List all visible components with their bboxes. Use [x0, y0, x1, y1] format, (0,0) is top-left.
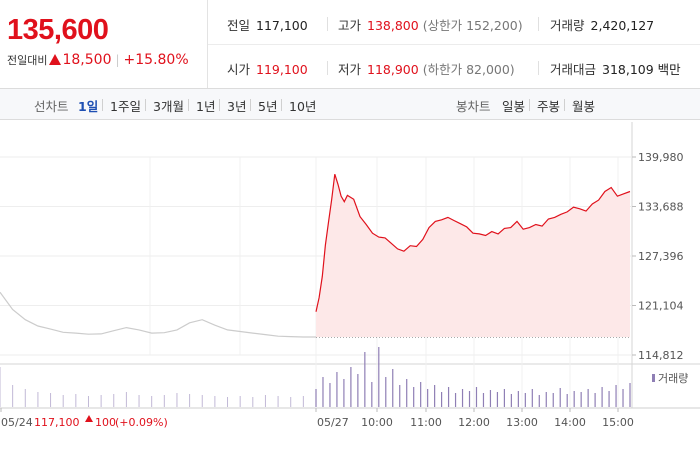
stat-trade-value: 거래대금 318,109 백만 [550, 59, 681, 78]
volume-legend-label: 거래량 [658, 372, 688, 385]
stat-separator [327, 17, 328, 31]
tab-weekly-candle[interactable]: 주봉 [537, 99, 561, 114]
y-tick-label: 127,396 [638, 250, 684, 263]
stat-value: 318,109 백만 [602, 62, 681, 77]
tab-3m[interactable]: 3개월 [153, 99, 184, 114]
stat-value: 119,100 [256, 62, 308, 77]
stat-separator [538, 17, 539, 31]
x-tick-label: 05/27 [317, 416, 349, 429]
tab-separator [188, 99, 189, 111]
current-price: 135,600 [7, 14, 109, 46]
change-value: 18,500 [62, 52, 112, 68]
stat-label: 저가 [338, 62, 362, 77]
tab-separator [219, 99, 220, 111]
series-line-today [315, 174, 631, 312]
stat-label: 거래량 [550, 18, 585, 33]
stat-label: 고가 [338, 18, 362, 33]
prev-day-up-triangle-icon [85, 415, 93, 422]
series-line-prev-day [0, 291, 316, 338]
line-chart-label: 선차트 [34, 99, 69, 114]
tab-10y[interactable]: 10년 [289, 99, 317, 114]
stat-high: 고가 138,800 (상한가 152,200) [338, 15, 523, 34]
prev-day-change: 100 [95, 416, 116, 429]
y-tick-label: 114,812 [638, 349, 684, 362]
x-tick-label: 10:00 [361, 416, 393, 429]
stat-value: 118,900 [367, 62, 419, 77]
stat-volume: 거래량 2,420,127 [550, 15, 654, 34]
stat-separator [538, 61, 539, 75]
x-tick-label: 11:00 [410, 416, 442, 429]
change-row: 전일대비 18,500 | +15.80% [7, 52, 189, 68]
tab-1w[interactable]: 1주일 [110, 99, 141, 114]
price-box: 135,600 전일대비 18,500 | +15.80% [0, 0, 208, 88]
quote-header: 135,600 전일대비 18,500 | +15.80% 전일 117,100 고가 1… [0, 0, 700, 89]
tab-separator [281, 99, 282, 111]
prev-day-price: 117,100 [34, 416, 80, 429]
tab-separator [145, 99, 146, 111]
stat-low: 저가 118,900 (하한가 82,000) [338, 59, 515, 78]
stat-label: 전일 [227, 18, 251, 33]
tab-3y[interactable]: 3년 [227, 99, 247, 114]
tab-1d[interactable]: 1일 [78, 99, 99, 114]
tab-separator [102, 99, 103, 111]
x-tick-label: 12:00 [458, 416, 490, 429]
volume-bars [0, 347, 631, 407]
y-tick-label: 121,104 [638, 300, 684, 313]
stats-grid: 전일 117,100 고가 138,800 (상한가 152,200) 거래량 2,42… [208, 0, 700, 88]
y-tick-label: 133,688 [638, 201, 684, 214]
x-tick-label: 15:00 [602, 416, 634, 429]
stats-divider [208, 44, 700, 45]
tab-separator [529, 99, 530, 111]
change-percent: +15.80% [123, 52, 189, 68]
x-tick-label: 13:00 [506, 416, 538, 429]
series-area-today [316, 174, 630, 337]
stat-open: 시가 119,100 [227, 59, 308, 78]
tab-5y[interactable]: 5년 [258, 99, 278, 114]
stat-sub: (하한가 82,000) [422, 62, 515, 77]
x-tick-label: 14:00 [554, 416, 586, 429]
tab-separator [564, 99, 565, 111]
tab-1y[interactable]: 1년 [196, 99, 216, 114]
volume-legend-swatch [652, 374, 655, 382]
stat-value: 2,420,127 [590, 18, 655, 33]
stat-value: 138,800 [367, 18, 419, 33]
prev-day-pct: (+0.09%) [115, 416, 168, 429]
stat-label: 시가 [227, 62, 251, 77]
chart-tabs: 선차트 1일 1주일 3개월 1년 3년 5년 10년 봉차트 일봉 주봉 월봉 [0, 89, 700, 120]
y-tick-label: 139,980 [638, 151, 684, 164]
stat-value: 117,100 [256, 18, 308, 33]
stat-sub: (상한가 152,200) [422, 18, 523, 33]
x-tick-label: 05/24 [1, 416, 33, 429]
stat-prev-close: 전일 117,100 [227, 15, 308, 34]
tab-monthly-candle[interactable]: 월봉 [572, 99, 596, 114]
up-triangle-icon [49, 54, 62, 65]
tab-separator [250, 99, 251, 111]
stat-separator [327, 61, 328, 75]
change-separator: | [115, 53, 120, 67]
stat-label: 거래대금 [550, 62, 597, 77]
change-label: 전일대비 [7, 54, 48, 67]
candle-chart-label: 봉차트 [456, 99, 491, 114]
tab-daily-candle[interactable]: 일봉 [502, 99, 526, 114]
